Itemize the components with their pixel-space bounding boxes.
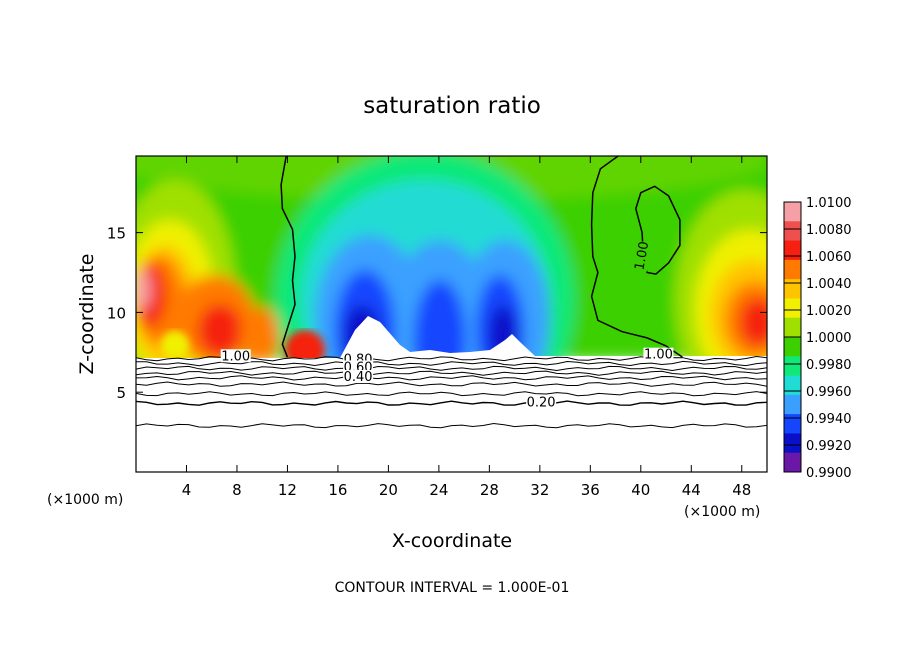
contour-line [136,422,767,429]
colorbar-label: 0.9960 [806,385,852,400]
contour-lines [136,156,767,429]
colorbar-swatch [784,202,801,222]
contour-label-bg [220,349,251,363]
z-unit-label: (×1000 m) [47,492,123,508]
colorbar-label: 1.0040 [806,277,852,292]
colorbar-swatch [784,375,801,396]
dry-layer [136,316,767,472]
contour-line-1.00 [590,156,683,358]
contour-line [136,365,767,372]
x-tick-label: 8 [232,481,242,499]
contour-line [136,370,767,376]
x-tick-label: 44 [682,481,701,499]
contour-line [136,360,767,367]
x-tick-label: 4 [182,481,192,499]
colorbar-label: 1.0080 [806,223,852,238]
colorbar-swatch [784,298,801,319]
contour-interval-note: CONTOUR INTERVAL = 1.000E-01 [335,580,570,596]
colorbar: 1.0100 1.0080 1.0060 1.0040 1.0020 1.0000 0.99… [783,196,852,481]
colorbar-swatch [784,414,801,434]
colorbar-swatch [784,240,801,261]
contour-label: 1.00 [221,349,250,364]
colorbar-swatch [784,279,801,299]
contour-label: 0.40 [344,370,373,385]
contour-line [136,391,767,397]
contour-label-bg [634,241,648,272]
x-axis-label: X-coordinate [392,530,512,552]
colorbar-label: 1.0100 [806,196,852,211]
x-tick-label: 16 [328,481,347,499]
colorbar-label: 0.9900 [806,466,852,481]
contour-line [136,375,767,381]
x-tick-label: 12 [278,481,297,499]
contour-label: 1.00 [632,240,652,271]
colorbar-swatch [784,221,801,242]
contour-line [136,400,767,406]
y-tick-label: 5 [116,384,126,402]
colorbar-label: 1.0020 [806,304,852,319]
y-tick-label: 15 [107,225,126,243]
x-tick-label: 48 [732,481,751,499]
x-tick-label: 40 [631,481,650,499]
x-tick-label: 28 [480,481,499,499]
chart-title: saturation ratio [363,93,541,119]
colorbar-label: 1.0000 [806,331,852,346]
contour-label-bg [343,370,374,384]
plot-frame [135,155,768,473]
axis-ticks [136,156,767,472]
contour-label: 0.20 [527,396,556,411]
x-tick-label: 32 [530,481,549,499]
colorbar-swatch [784,259,801,280]
y-axis-label: Z-coordinate [76,254,98,375]
colorbar-label: 0.9920 [806,439,852,454]
contour-line [136,381,767,387]
x-tick-label: 24 [429,481,448,499]
x-tick-label: 36 [581,481,600,499]
colorbar-swatch [784,452,801,473]
colorbar-label: 0.9940 [806,412,852,427]
contour-label-bg [643,347,674,361]
colorbar-swatch [784,337,801,357]
colorbar-swatch [784,356,801,377]
colorbar-label: 0.9980 [806,358,852,373]
contour-label: 1.00 [644,348,673,363]
x-tick-label: 20 [379,481,398,499]
contour-label-bg [526,395,557,409]
colorbar-label: 1.0060 [806,250,852,265]
colorbar-swatch [784,433,801,454]
colorbar-swatch [784,317,801,338]
colorbar-swatch [784,394,801,415]
x-unit-label: (×1000 m) [684,504,760,520]
plot-area [136,156,767,472]
y-tick-label: 10 [107,304,126,322]
contour-value-labels: 1.00 0.800.600.400.201.001.00 [220,240,674,411]
contour-line-1.00 [280,156,296,358]
